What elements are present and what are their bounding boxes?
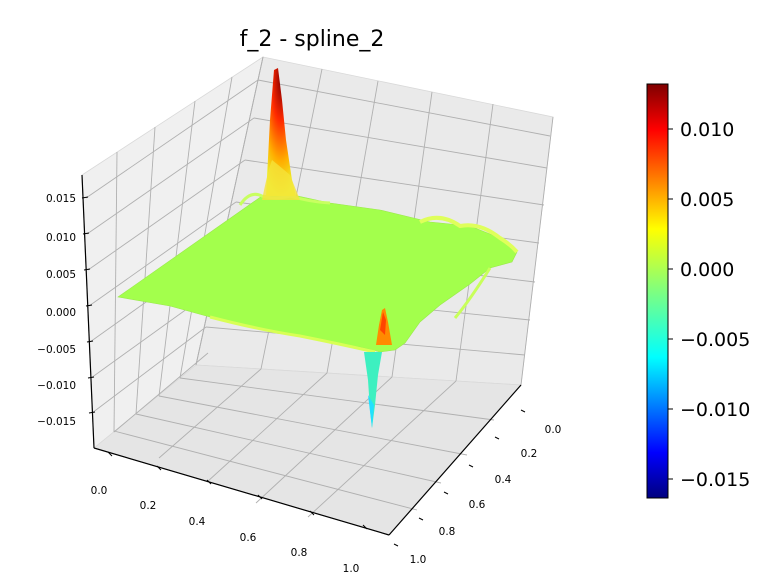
y-tick-label: 0.2 xyxy=(521,448,538,460)
z-tick-labels: 0.015 0.010 0.005 0.000 −0.005 −0.010 −0… xyxy=(37,193,76,428)
y-tick-label: 0.8 xyxy=(439,526,456,538)
surface-dip xyxy=(364,352,382,428)
colorbar-tick-label: −0.015 xyxy=(680,469,750,491)
x-tick-label: 1.0 xyxy=(343,563,360,575)
surface-peak xyxy=(380,312,386,335)
colorbar-tick-label: −0.010 xyxy=(680,399,750,421)
colorbar-gradient xyxy=(646,83,669,499)
z-axis-line xyxy=(81,174,95,449)
x-tick-label: 0.8 xyxy=(291,547,308,559)
z-tick-label: −0.005 xyxy=(37,344,76,356)
y-tick-label: 0.6 xyxy=(469,499,486,511)
axis-lines xyxy=(81,174,522,536)
colorbar-tick-label: 0.010 xyxy=(680,119,734,141)
tick-marks xyxy=(81,196,526,547)
colorbar: 0.010 0.005 0.000 −0.005 −0.010 −0.015 xyxy=(646,83,750,499)
x-tick-labels: 0.0 0.2 0.4 0.6 0.8 1.0 xyxy=(91,485,360,575)
surface-ripple xyxy=(419,215,519,254)
x-tick-label: 0.0 xyxy=(91,485,108,497)
z-tick-label: 0.005 xyxy=(46,269,76,281)
x-tick-label: 0.4 xyxy=(189,516,206,528)
z-tick-label: 0.015 xyxy=(46,193,76,205)
y-tick-labels: 0.0 0.2 0.4 0.6 0.8 1.0 xyxy=(410,424,562,566)
y-tick-label: 1.0 xyxy=(410,554,427,566)
x-tick-label: 0.2 xyxy=(140,500,157,512)
chart-title: f_2 - spline_2 xyxy=(240,27,385,52)
colorbar-tick-label: 0.000 xyxy=(680,259,734,281)
z-tick-label: 0.010 xyxy=(46,232,76,244)
z-tick-label: −0.010 xyxy=(37,380,76,392)
y-tick-label: 0.4 xyxy=(495,474,512,486)
z-tick-label: −0.015 xyxy=(37,416,76,428)
surface-edge xyxy=(209,315,376,354)
surface-ripple xyxy=(453,267,492,319)
z-tick-label: 0.000 xyxy=(46,307,76,319)
surface-peak-base xyxy=(262,160,300,200)
y-tick-label: 0.0 xyxy=(545,424,562,436)
y-axis-line xyxy=(388,384,522,536)
colorbar-tick-label: 0.005 xyxy=(680,189,734,211)
colorbar-tick-label: −0.005 xyxy=(680,329,750,351)
x-tick-label: 0.6 xyxy=(240,532,257,544)
x-axis-line xyxy=(93,447,390,536)
surface-dip xyxy=(368,395,374,428)
surface xyxy=(117,68,519,428)
